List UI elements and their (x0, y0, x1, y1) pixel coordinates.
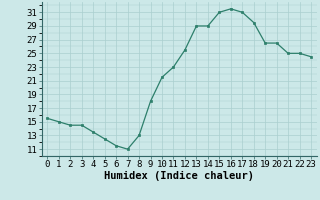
X-axis label: Humidex (Indice chaleur): Humidex (Indice chaleur) (104, 171, 254, 181)
